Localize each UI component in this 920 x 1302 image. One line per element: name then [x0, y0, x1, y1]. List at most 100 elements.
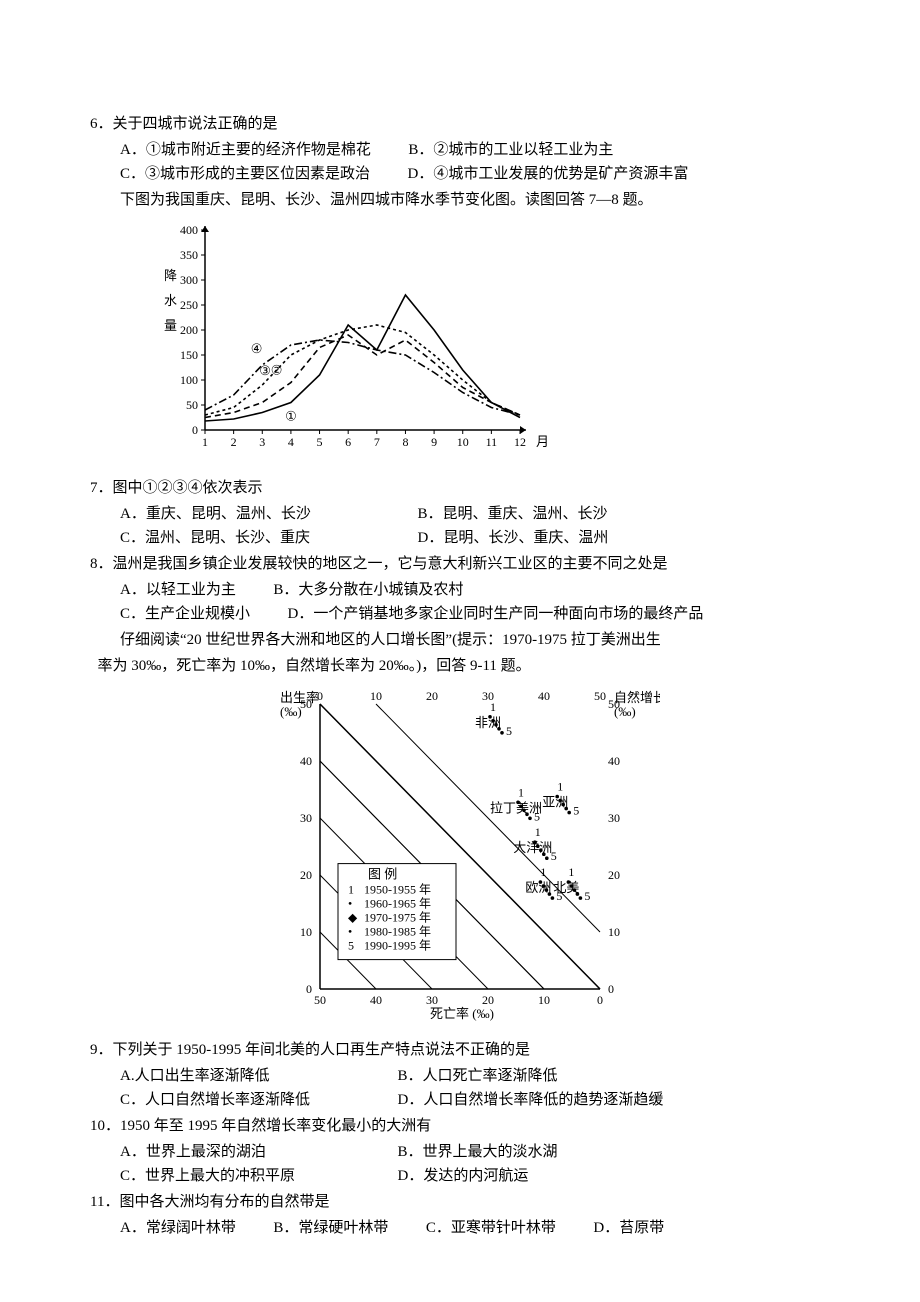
q10-opt-c[interactable]: C．世界上最大的冲积平原 [120, 1164, 360, 1188]
svg-text:200: 200 [180, 323, 198, 337]
svg-text:11: 11 [486, 435, 498, 449]
svg-text:5: 5 [534, 809, 540, 823]
q7-opt-d[interactable]: D．昆明、长沙、重庆、温州 [418, 526, 609, 550]
q6-stem: 6．关于四城市说法正确的是 [90, 112, 830, 136]
svg-text:10: 10 [457, 435, 469, 449]
q10-opt-b[interactable]: B．世界上最大的淡水湖 [398, 1140, 558, 1164]
q6-lead: 下图为我国重庆、昆明、长沙、温州四城市降水季节变化图。读图回答 7—8 题。 [90, 188, 830, 212]
q8-stem: 8．温州是我国乡镇企业发展较快的地区之一，它与意大利新兴工业区的主要不同之处是 [90, 552, 830, 576]
svg-text:0: 0 [608, 982, 614, 996]
svg-text:10: 10 [300, 925, 312, 939]
svg-text:(‰): (‰) [280, 704, 302, 719]
q9-opt-a[interactable]: A.人口出生率逐渐降低 [120, 1064, 360, 1088]
svg-text:400: 400 [180, 223, 198, 237]
svg-text:死亡率 (‰): 死亡率 (‰) [430, 1006, 494, 1021]
svg-text:150: 150 [180, 348, 198, 362]
svg-text:5: 5 [573, 804, 579, 818]
svg-text:③: ③ [259, 363, 271, 378]
q7-opt-c[interactable]: C．温州、昆明、长沙、重庆 [120, 526, 380, 550]
q8-opt-d[interactable]: D．一个产销基地多家企业同时生产同一种面向市场的最终产品 [288, 602, 704, 626]
svg-text:8: 8 [402, 435, 408, 449]
q11-opt-c[interactable]: C．亚寒带针叶林带 [426, 1216, 556, 1240]
svg-text:9: 9 [431, 435, 437, 449]
svg-text:20: 20 [426, 689, 438, 703]
q11-opt-a[interactable]: A．常绿阔叶林带 [120, 1216, 236, 1240]
q9-stem: 9．下列关于 1950-1995 年间北美的人口再生产特点说法不正确的是 [90, 1038, 830, 1062]
q9-opt-d[interactable]: D．人口自然增长率降低的趋势逐渐趋缓 [398, 1088, 664, 1112]
svg-text:7: 7 [374, 435, 380, 449]
q11-stem: 11．图中各大洲均有分布的自然带是 [90, 1190, 830, 1214]
svg-text:20: 20 [482, 993, 494, 1007]
svg-text:1990-1995 年: 1990-1995 年 [364, 939, 431, 953]
svg-text:0: 0 [317, 689, 323, 703]
svg-text:50: 50 [594, 689, 606, 703]
q8-opt-b[interactable]: B．大多分散在小城镇及农村 [273, 578, 463, 602]
svg-text:1: 1 [490, 700, 496, 714]
svg-text:40: 40 [370, 993, 382, 1007]
svg-text:出生率: 出生率 [280, 690, 319, 705]
svg-text:0: 0 [306, 982, 312, 996]
svg-text:30: 30 [426, 993, 438, 1007]
svg-text:50: 50 [186, 398, 198, 412]
q6-opt-d[interactable]: D．④城市工业发展的优势是矿产资源丰富 [408, 162, 689, 186]
svg-text:亚洲: 亚洲 [542, 795, 568, 810]
q7-stem: 7．图中①②③④依次表示 [90, 476, 830, 500]
svg-text:5: 5 [348, 939, 354, 953]
svg-text:1: 1 [518, 785, 524, 799]
population-chart: 010203040500102030405050403020100出生率(‰)自… [90, 684, 830, 1032]
svg-text:月: 月 [536, 434, 549, 449]
svg-text:300: 300 [180, 273, 198, 287]
q7-opt-a[interactable]: A．重庆、昆明、温州、长沙 [120, 502, 380, 526]
svg-text:1950-1955 年: 1950-1955 年 [364, 883, 431, 897]
svg-text:欧洲: 欧洲 [525, 880, 551, 895]
q10-opt-a[interactable]: A．世界上最深的湖泊 [120, 1140, 360, 1164]
svg-text:10: 10 [370, 689, 382, 703]
q9-opt-c[interactable]: C．人口自然增长率逐渐降低 [120, 1088, 360, 1112]
svg-text:5: 5 [317, 435, 323, 449]
svg-text:1970-1975 年: 1970-1975 年 [364, 911, 431, 925]
svg-text:40: 40 [300, 754, 312, 768]
q8-lead2: 率为 30‰，死亡率为 10‰，自然增长率为 20‰。)，回答 9-11 题。 [90, 654, 830, 678]
svg-text:自然增长率: 自然增长率 [614, 690, 660, 705]
svg-text:10: 10 [538, 993, 550, 1007]
svg-text:大洋洲: 大洋洲 [513, 840, 552, 855]
svg-text:5: 5 [556, 889, 562, 903]
svg-text:40: 40 [608, 754, 620, 768]
q8-opt-c[interactable]: C．生产企业规模小 [120, 602, 250, 626]
svg-text:6: 6 [345, 435, 351, 449]
q6-opt-c[interactable]: C．③城市形成的主要区位因素是政治 [120, 162, 370, 186]
svg-text:水: 水 [164, 293, 177, 308]
svg-text:1: 1 [202, 435, 208, 449]
svg-text:3: 3 [259, 435, 265, 449]
svg-text:350: 350 [180, 248, 198, 262]
svg-text:1960-1965 年: 1960-1965 年 [364, 897, 431, 911]
svg-text:1: 1 [557, 780, 563, 794]
q7-opt-b[interactable]: B．昆明、重庆、温州、长沙 [418, 502, 608, 526]
svg-text:•: • [348, 925, 352, 939]
svg-text:4: 4 [288, 435, 294, 449]
svg-text:图 例: 图 例 [368, 867, 397, 882]
svg-text:0: 0 [597, 993, 603, 1007]
q11-opt-d[interactable]: D．苔原带 [593, 1216, 664, 1240]
svg-text:(‰): (‰) [614, 704, 636, 719]
q10-stem: 10．1950 年至 1995 年自然增长率变化最小的大洲有 [90, 1114, 830, 1138]
svg-text:20: 20 [300, 868, 312, 882]
svg-text:30: 30 [300, 811, 312, 825]
precip-chart: 050100150200250300350400123456789101112月… [150, 220, 830, 468]
q6-opt-b[interactable]: B．②城市的工业以轻工业为主 [408, 138, 613, 162]
q6-opt-a[interactable]: A．①城市附近主要的经济作物是棉花 [120, 138, 371, 162]
q8-lead1: 仔细阅读“20 世纪世界各大洲和地区的人口增长图”(提示：1970-1975 拉… [90, 628, 830, 652]
svg-text:1: 1 [540, 865, 546, 879]
svg-text:5: 5 [584, 889, 590, 903]
q10-opt-d[interactable]: D．发达的内河航运 [398, 1164, 529, 1188]
svg-text:1980-1985 年: 1980-1985 年 [364, 925, 431, 939]
svg-text:①: ① [285, 409, 297, 424]
q9-opt-b[interactable]: B．人口死亡率逐渐降低 [398, 1064, 558, 1088]
svg-text:5: 5 [506, 724, 512, 738]
q8-opt-a[interactable]: A．以轻工业为主 [120, 578, 236, 602]
svg-text:1: 1 [535, 825, 541, 839]
q11-opt-b[interactable]: B．常绿硬叶林带 [273, 1216, 388, 1240]
svg-text:50: 50 [314, 993, 326, 1007]
svg-text:1: 1 [348, 883, 354, 897]
svg-text:10: 10 [608, 925, 620, 939]
